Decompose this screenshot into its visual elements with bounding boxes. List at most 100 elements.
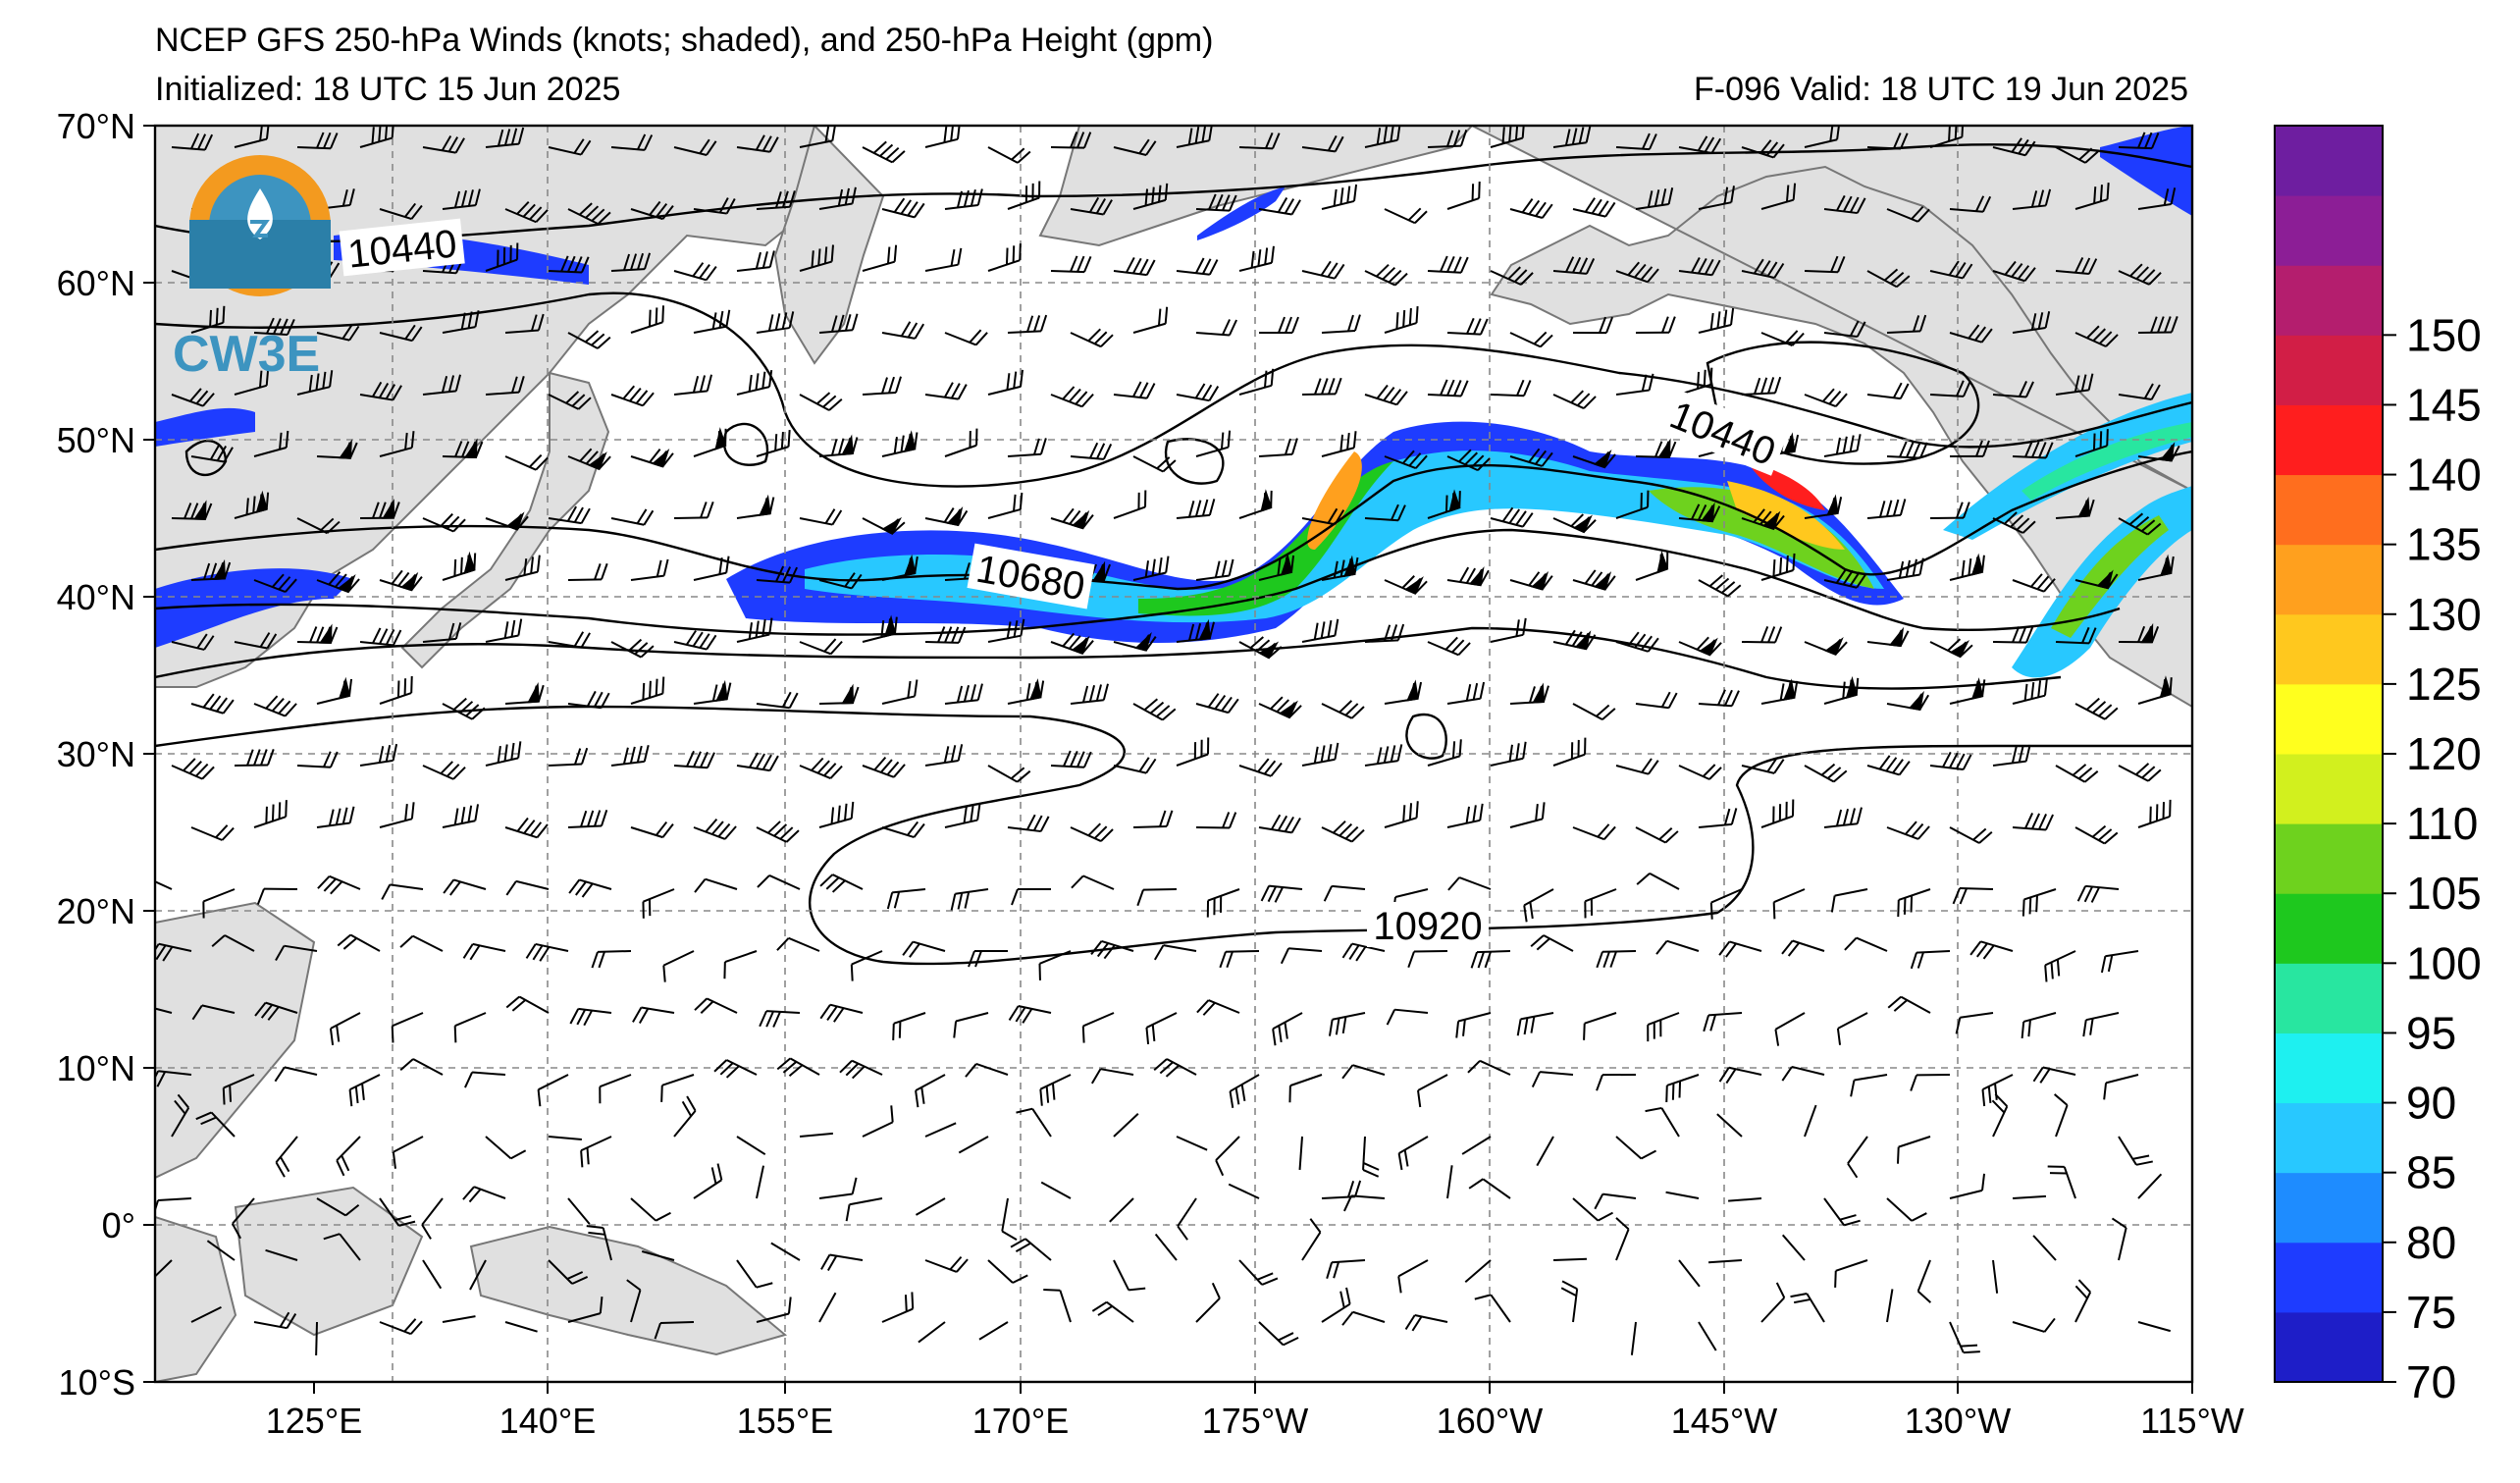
wind-barb [504, 555, 541, 581]
wind-barb [462, 1186, 506, 1203]
wind-barb [359, 627, 402, 647]
wind-barb [736, 370, 773, 396]
wind-barb [1177, 1197, 1197, 1241]
colorbar-label: 90 [2406, 1078, 2456, 1129]
cw3e-logo-icon [189, 155, 331, 296]
wind-barb [485, 618, 523, 643]
wind-barb [902, 940, 946, 958]
wind-barb [1886, 690, 1930, 712]
wind-barb [1844, 936, 1888, 952]
wind-barb [1866, 626, 1910, 648]
wind-barb [2012, 311, 2051, 334]
wind-barb [1823, 1197, 1861, 1227]
wind-barb [1258, 1321, 1299, 1347]
wind-barb [1991, 1093, 2009, 1138]
wind-barb [1016, 1107, 1052, 1138]
wind-barb [1760, 678, 1799, 705]
wind-barb [1039, 1074, 1072, 1106]
contour-label: 10920 [1373, 905, 1482, 948]
wind-barb [1992, 1259, 1999, 1294]
wind-barb [2137, 554, 2175, 581]
wind-barb [443, 878, 487, 896]
wind-barb [610, 385, 655, 407]
wind-barb [379, 1197, 416, 1227]
wind-barb [202, 888, 236, 919]
wind-barb [839, 1059, 883, 1080]
wind-barb [505, 995, 550, 1014]
wind-barb [1298, 1136, 1303, 1170]
colorbar-swatch [2275, 1033, 2383, 1104]
wind-barb [1536, 1136, 1554, 1167]
lon-tick-label: 115°W [2140, 1401, 2244, 1441]
wind-barb [1584, 888, 1617, 919]
wind-barb [422, 761, 466, 780]
wind-barb [1572, 197, 1616, 218]
wind-barb [630, 1197, 671, 1222]
wind-barb [713, 1059, 758, 1079]
wind-barb [630, 821, 674, 839]
wind-barb [693, 427, 727, 457]
wind-barb [2053, 1093, 2069, 1138]
wind-barb [548, 747, 589, 767]
colorbar-swatch [2275, 1242, 2383, 1313]
colorbar-swatch [2275, 823, 2383, 894]
wind-barb [155, 942, 192, 962]
wind-barb [862, 516, 906, 536]
wind-barb [2118, 1136, 2153, 1166]
lat-tick-label: 10°S [59, 1362, 135, 1403]
wind-barb [1050, 386, 1094, 408]
wind-barb [944, 428, 978, 457]
wind-barb [379, 324, 423, 343]
wind-barb [1823, 807, 1863, 828]
wind-barb [1132, 306, 1169, 334]
wind-barb [662, 950, 695, 982]
wind-barb [756, 311, 795, 334]
wind-barb [1647, 1012, 1680, 1042]
wind-barb [1897, 1136, 1931, 1164]
wind-barb [1698, 185, 1735, 210]
wind-barb [673, 138, 717, 156]
wind-barb [1552, 1257, 1588, 1261]
wind-barb [918, 1321, 946, 1344]
wind-barb [1509, 198, 1553, 219]
wind-barb [504, 453, 549, 471]
wind-barb [818, 801, 855, 828]
wind-barb [1678, 135, 1722, 154]
wind-barb [630, 305, 664, 334]
wind-barb [1010, 1238, 1052, 1261]
wind-barb [1992, 137, 2036, 157]
wind-barb [1615, 631, 1659, 653]
wind-barb [1830, 888, 1868, 913]
wind-barb [818, 186, 857, 210]
lat-tick-label: 40°N [57, 577, 135, 617]
wind-barb [1760, 183, 1797, 210]
wind-barb [1417, 1074, 1448, 1108]
wind-barb [1258, 696, 1302, 719]
colorbar-label: 75 [2406, 1287, 2456, 1338]
wind-barb [1070, 442, 1113, 460]
wind-barb [1280, 947, 1323, 965]
wind-barb [862, 376, 902, 396]
wind-barb [1490, 741, 1527, 767]
wind-barb [1615, 1136, 1657, 1160]
wind-barb [1050, 255, 1092, 274]
wind-barb [1760, 553, 1796, 581]
wind-barb [1427, 255, 1469, 274]
wind-barb [1321, 555, 1359, 581]
wind-barb [924, 1122, 957, 1138]
wind-barb [2118, 263, 2162, 286]
wind-barb [1490, 617, 1527, 643]
wind-barb [1823, 675, 1860, 705]
wind-barb [1007, 438, 1047, 457]
wind-barb [1195, 430, 1232, 457]
wind-barb [442, 310, 480, 334]
wind-barb [211, 934, 255, 952]
lon-axis: 125°E 140°E 155°E 170°E 175°W 160°W 145°W 130°W… [266, 1382, 2244, 1441]
wind-barb [1698, 808, 1738, 828]
wind-barb [1823, 568, 1867, 589]
wind-barb [886, 888, 926, 910]
colorbar-label: 95 [2406, 1007, 2456, 1058]
wind-barb [1615, 132, 1657, 151]
wind-barb [1490, 379, 1532, 397]
colorbar-label: 70 [2406, 1356, 2456, 1407]
